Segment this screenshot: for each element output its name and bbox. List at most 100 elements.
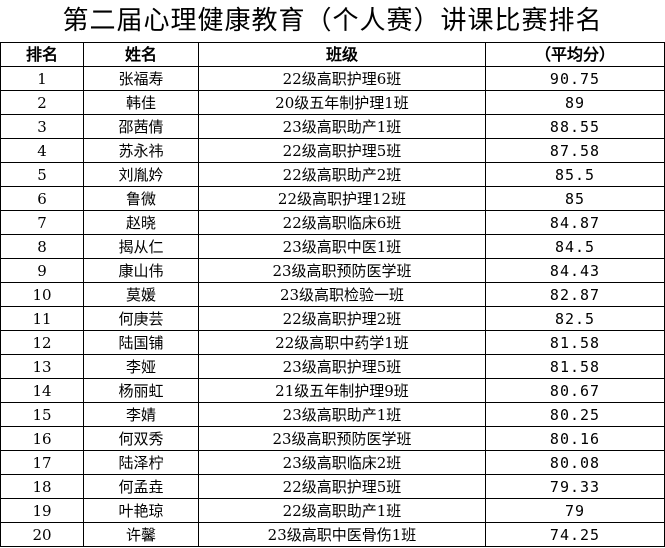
class-cell: 23级高职检验一班: [198, 282, 486, 307]
name-cell: 邵茜倩: [83, 114, 199, 139]
score-cell: 80.67: [485, 378, 665, 403]
rank-cell: 6: [0, 186, 84, 211]
table-row: 16 何双秀 23级高职预防医学班 80.16: [0, 426, 665, 451]
class-cell: 22级高职临床6班: [198, 210, 486, 235]
class-cell: 22级高职中药学1班: [198, 330, 486, 355]
rank-cell: 11: [0, 306, 84, 331]
table-row: 13 李娅 23级高职护理5班 81.58: [0, 354, 665, 379]
class-cell: 23级高职中医骨伤1班: [198, 522, 486, 547]
score-cell: 89: [485, 90, 665, 115]
header-cell: 班级: [198, 42, 486, 67]
table-row: 12 陆国铺 22级高职中药学1班 81.58: [0, 330, 665, 355]
name-cell: 许馨: [83, 522, 199, 547]
table-row: 4 苏永祎 22级高职护理5班 87.58: [0, 138, 665, 163]
class-cell: 23级高职临床2班: [198, 450, 486, 475]
rank-cell: 20: [0, 522, 84, 547]
table-row: 20 许馨 23级高职中医骨伤1班 74.25: [0, 522, 665, 547]
sheet-title: 第二届心理健康教育（个人赛）讲课比赛排名: [62, 6, 603, 36]
score-cell: 85: [485, 186, 665, 211]
table-row: 18 何孟垚 22级高职护理5班 79.33: [0, 474, 665, 499]
rank-cell: 9: [0, 258, 84, 283]
rank-cell: 13: [0, 354, 84, 379]
header-cell: 排名: [0, 42, 84, 67]
class-cell: 22级高职助产2班: [198, 162, 486, 187]
rank-cell: 3: [0, 114, 84, 139]
table-row: 1 张福寿 22级高职护理6班 90.75: [0, 66, 665, 91]
table-row: 11 何庚芸 22级高职护理2班 82.5: [0, 306, 665, 331]
name-cell: 陆国铺: [83, 330, 199, 355]
name-cell: 何孟垚: [83, 474, 199, 499]
class-cell: 22级高职护理2班: [198, 306, 486, 331]
score-cell: 79.33: [485, 474, 665, 499]
rank-cell: 10: [0, 282, 84, 307]
name-cell: 李娅: [83, 354, 199, 379]
score-cell: 80.16: [485, 426, 665, 451]
score-cell: 80.08: [485, 450, 665, 475]
table-row: 7 赵晓 22级高职临床6班 84.87: [0, 210, 665, 235]
name-cell: 赵晓: [83, 210, 199, 235]
rank-cell: 17: [0, 450, 84, 475]
class-cell: 23级高职预防医学班: [198, 258, 486, 283]
rank-cell: 15: [0, 402, 84, 427]
class-cell: 23级高职助产1班: [198, 114, 486, 139]
table-row: 14 杨丽虹 21级五年制护理9班 80.67: [0, 378, 665, 403]
name-cell: 杨丽虹: [83, 378, 199, 403]
name-cell: 苏永祎: [83, 138, 199, 163]
name-cell: 叶艳琼: [83, 498, 199, 523]
class-cell: 22级高职护理5班: [198, 474, 486, 499]
table-row: 17 陆泽柠 23级高职临床2班 80.08: [0, 450, 665, 475]
name-cell: 康山伟: [83, 258, 199, 283]
name-cell: 刘胤妗: [83, 162, 199, 187]
rank-cell: 4: [0, 138, 84, 163]
score-cell: 85.5: [485, 162, 665, 187]
score-cell: 84.5: [485, 234, 665, 259]
score-cell: 82.5: [485, 306, 665, 331]
score-cell: 90.75: [485, 66, 665, 91]
ranking-table: 排名 姓名 班级 （平均分） 1 张福寿 22级高职护理6班 90.75 2 韩佳 20级五年制护…: [0, 42, 665, 547]
score-cell: 74.25: [485, 522, 665, 547]
score-cell: 81.58: [485, 354, 665, 379]
rank-cell: 18: [0, 474, 84, 499]
table-row: 10 莫媛 23级高职检验一班 82.87: [0, 282, 665, 307]
rank-cell: 2: [0, 90, 84, 115]
class-cell: 23级高职预防医学班: [198, 426, 486, 451]
class-cell: 23级高职中医1班: [198, 234, 486, 259]
table-row: 8 揭从仁 23级高职中医1班 84.5: [0, 234, 665, 259]
rank-cell: 7: [0, 210, 84, 235]
name-cell: 陆泽柠: [83, 450, 199, 475]
class-cell: 22级高职护理5班: [198, 138, 486, 163]
class-cell: 23级高职助产1班: [198, 402, 486, 427]
name-cell: 韩佳: [83, 90, 199, 115]
class-cell: 22级高职助产1班: [198, 498, 486, 523]
score-cell: 79: [485, 498, 665, 523]
score-cell: 87.58: [485, 138, 665, 163]
table-row: 5 刘胤妗 22级高职助产2班 85.5: [0, 162, 665, 187]
table-row: 9 康山伟 23级高职预防医学班 84.43: [0, 258, 665, 283]
rank-cell: 1: [0, 66, 84, 91]
score-cell: 84.87: [485, 210, 665, 235]
table-row: 3 邵茜倩 23级高职助产1班 88.55: [0, 114, 665, 139]
name-cell: 鲁微: [83, 186, 199, 211]
class-cell: 20级五年制护理1班: [198, 90, 486, 115]
name-cell: 揭从仁: [83, 234, 199, 259]
name-cell: 莫媛: [83, 282, 199, 307]
rank-cell: 16: [0, 426, 84, 451]
rank-cell: 8: [0, 234, 84, 259]
class-cell: 21级五年制护理9班: [198, 378, 486, 403]
score-cell: 82.87: [485, 282, 665, 307]
score-cell: 80.25: [485, 402, 665, 427]
table-row: 6 鲁微 22级高职护理12班 85: [0, 186, 665, 211]
rank-cell: 12: [0, 330, 84, 355]
header-cell: （平均分）: [485, 42, 665, 67]
name-cell: 何双秀: [83, 426, 199, 451]
rank-cell: 19: [0, 498, 84, 523]
class-cell: 22级高职护理12班: [198, 186, 486, 211]
header-cell: 姓名: [83, 42, 199, 67]
header-row: 排名 姓名 班级 （平均分）: [0, 42, 665, 67]
table-row: 19 叶艳琼 22级高职助产1班 79: [0, 498, 665, 523]
name-cell: 何庚芸: [83, 306, 199, 331]
score-cell: 88.55: [485, 114, 665, 139]
class-cell: 22级高职护理6班: [198, 66, 486, 91]
class-cell: 23级高职护理5班: [198, 354, 486, 379]
